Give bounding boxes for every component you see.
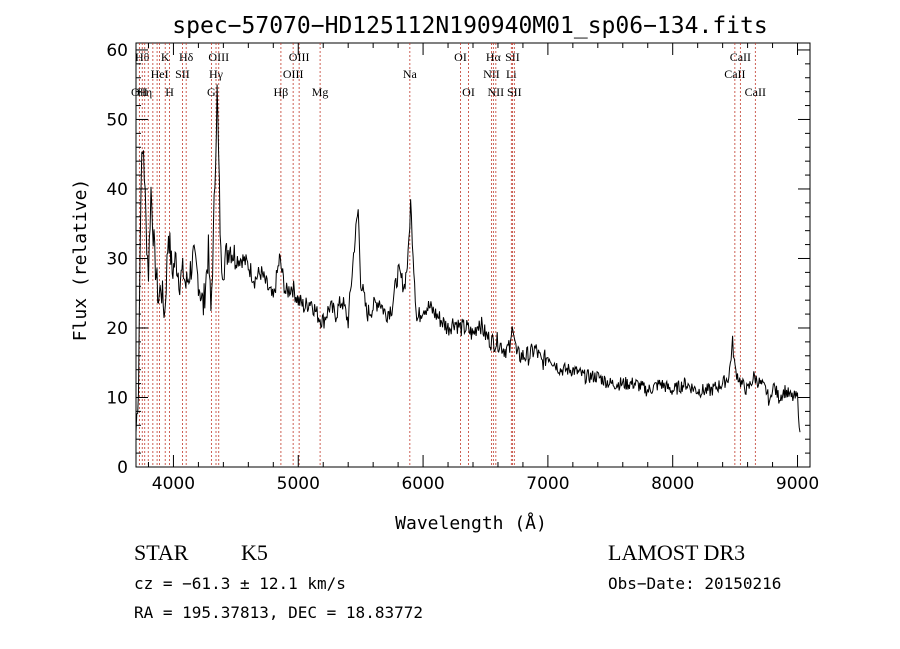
y-tick-label: 60 [106, 41, 128, 61]
line-markers: OIIHθHηHeIKHSIIHδGHγOIIIHβOIIIOIIIMgNaOI… [131, 43, 766, 467]
survey-name: LAMOST DR3 [608, 540, 746, 565]
line-label: Hβ [274, 85, 289, 99]
object-subclass: K5 [241, 540, 268, 565]
spectrum-line [135, 84, 801, 433]
y-tick-label: 20 [106, 319, 128, 339]
x-tick-label: 5000 [277, 474, 320, 494]
chart-title: spec−57070−HD125112N190940M01_sp06−134.f… [172, 13, 767, 39]
object-class: STAR [134, 540, 189, 565]
line-label: OIII [289, 50, 310, 64]
line-label: SII [175, 67, 190, 81]
line-label: CaII [745, 85, 766, 99]
y-axis-label: Flux (relative) [70, 179, 91, 342]
line-label: SII [505, 50, 520, 64]
line-label: NII [488, 85, 505, 99]
y-tick-label: 30 [106, 249, 128, 269]
line-label: OIII [208, 50, 229, 64]
y-tick-label: 10 [106, 388, 128, 408]
line-label: OI [454, 50, 467, 64]
line-label: NII [483, 67, 500, 81]
line-label: CaII [724, 67, 745, 81]
line-label: Hγ [209, 67, 224, 81]
line-label: K [161, 50, 170, 64]
line-label: OIII [283, 67, 304, 81]
x-tick-label: 7000 [526, 474, 569, 494]
line-label: G [207, 85, 216, 99]
x-tick-label: 8000 [651, 474, 694, 494]
redshift-velocity: cz = −61.3 ± 12.1 km/s [134, 574, 346, 593]
line-label: Hα [486, 50, 502, 64]
x-tick-label: 6000 [401, 474, 444, 494]
x-axis-label: Wavelength (Å) [395, 512, 547, 534]
series-group [135, 84, 801, 433]
axis-ticks: 4000 5000 6000 7000 8000 9000 0 10 20 30 40 50 60 [106, 41, 819, 494]
observation-date: Obs−Date: 20150216 [608, 574, 782, 593]
x-tick-label: 9000 [776, 474, 819, 494]
line-label: CaII [730, 50, 751, 64]
y-tick-label: 40 [106, 180, 128, 200]
plot-frame [135, 42, 811, 468]
line-label: Hδ [179, 50, 194, 64]
y-tick-label: 50 [106, 110, 128, 130]
line-label: Hθ [135, 50, 150, 64]
x-tick-label: 4000 [152, 474, 195, 494]
line-label: Li [506, 67, 517, 81]
y-tick-label: 0 [117, 458, 128, 478]
line-label: HeI [151, 67, 169, 81]
line-label: SII [507, 85, 522, 99]
line-label: OI [462, 85, 475, 99]
line-label: Na [403, 67, 418, 81]
line-label: Mg [312, 85, 329, 99]
coordinates: RA = 195.37813, DEC = 18.83772 [134, 603, 423, 622]
line-label: H [165, 85, 174, 99]
